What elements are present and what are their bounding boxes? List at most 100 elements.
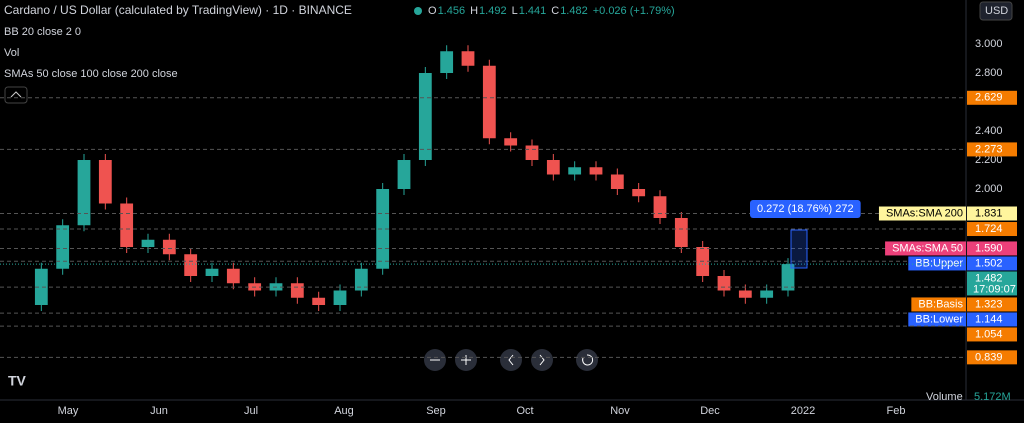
candle [440,51,454,73]
candle [674,218,688,247]
scroll-left-icon [508,354,514,366]
symbol-name: Cardano / US Dollar (calculated by Tradi… [4,3,352,17]
time-label: Nov [610,405,630,417]
price-tag-name: BB:Basis [918,298,963,310]
candle [397,160,411,189]
price-tag-name-box [911,297,966,312]
candle [290,283,304,298]
ohlc-value: 1.441 [519,5,547,17]
indicator-legend: BB 20 close 2 0 [4,26,81,38]
currency-button[interactable] [979,1,1013,21]
time-label: Sep [426,405,446,417]
price-tag-value: 1.831 [975,207,1003,219]
time-label: Feb [887,405,906,417]
price-tick-label: 2.200 [975,154,1003,166]
price-tag-box [967,206,1017,221]
measure-label: 0.272 (18.76%) 272 [757,203,854,215]
price-tag-value: 2.273 [975,143,1003,155]
reset-button[interactable] [576,349,598,371]
price-tag-name-box [878,206,966,221]
indicator-legend: Vol [4,47,19,59]
price-tag-value: 1.323 [975,298,1003,310]
candle [162,239,176,255]
time-label: Aug [334,405,354,417]
price-tag-box [967,350,1017,365]
collapse-icon [10,91,22,98]
price-tag-box [967,327,1017,342]
candle [120,203,134,247]
candle [568,167,582,175]
price-tick-label: 2.000 [975,183,1003,195]
candle [717,276,731,291]
price-tag-box [967,142,1017,157]
price-tag-name: BB:Upper [915,257,963,269]
price-tag-value: 2.629 [975,92,1003,104]
candle [738,290,752,298]
ohlc-key: H [470,5,478,17]
price-tag-value: 1.724 [975,223,1003,235]
indicator-legend: SMAs 50 close 100 close 200 close [4,68,178,80]
candle [632,189,646,197]
price-tag-value: 1.482 [975,272,1003,284]
price-tick-label: 2.800 [975,67,1003,79]
price-tag-name-box [908,256,966,271]
candle [418,73,432,160]
price-tag-box [967,241,1017,256]
candle [205,268,219,276]
time-label: Oct [516,405,533,417]
ohlc-key: L [512,5,518,17]
price-tag-value: 1.054 [975,328,1003,340]
price-tick-label: 3.000 [975,38,1003,50]
candle [525,145,539,160]
candle [77,160,91,226]
candle [546,160,560,175]
price-tag-box [967,90,1017,105]
measure-range [790,229,808,269]
candle [333,290,347,305]
ohlc-key: O [428,5,437,17]
candle [34,268,48,305]
scroll-right-icon [539,354,545,366]
currency-label: USD [985,5,1008,17]
countdown: 17:09:07 [973,283,1016,295]
reset-icon [582,354,594,366]
time-label: May [58,405,79,417]
price-tag-value: 1.590 [975,242,1003,254]
candle [653,196,667,218]
candle [354,268,368,291]
ohlc-key: C [551,5,559,17]
price-tick-label: 2.400 [975,125,1003,137]
candle [504,138,518,146]
navigation-controls [424,349,598,371]
zoom-in-icon [461,355,471,365]
scroll-right-button[interactable] [531,349,553,371]
market-status [414,7,422,15]
candle [461,51,475,66]
time-label: Jul [244,405,258,417]
candle [589,167,603,175]
price-tag-box [967,297,1017,312]
candle [184,254,198,276]
time-label: 2022 [791,405,815,417]
candle [760,290,774,298]
collapse-button[interactable] [4,86,28,104]
symbol-title: Cardano / US Dollar (calculated by Tradi… [4,3,352,17]
price-tag-box [967,312,1017,327]
candle [610,174,624,189]
candle [312,297,326,305]
volume-value: 5.172M [974,391,1011,403]
candle [56,225,70,269]
logo: TV [8,373,27,389]
price-tag-value: 1.502 [975,257,1003,269]
price-tag-name: SMAs:SMA 200 [886,207,963,219]
price-tag-name-box [908,312,966,327]
price-tag-value: 1.144 [975,313,1003,325]
measure-box [750,200,861,218]
price-change: +0.026 (+1.79%) [593,5,675,17]
price-tag-name: BB:Lower [915,313,963,325]
candle [226,268,240,284]
time-label: Jun [150,405,168,417]
scroll-left-button[interactable] [500,349,522,371]
price-tag-box [967,256,1017,271]
price-tag-box [967,222,1017,237]
